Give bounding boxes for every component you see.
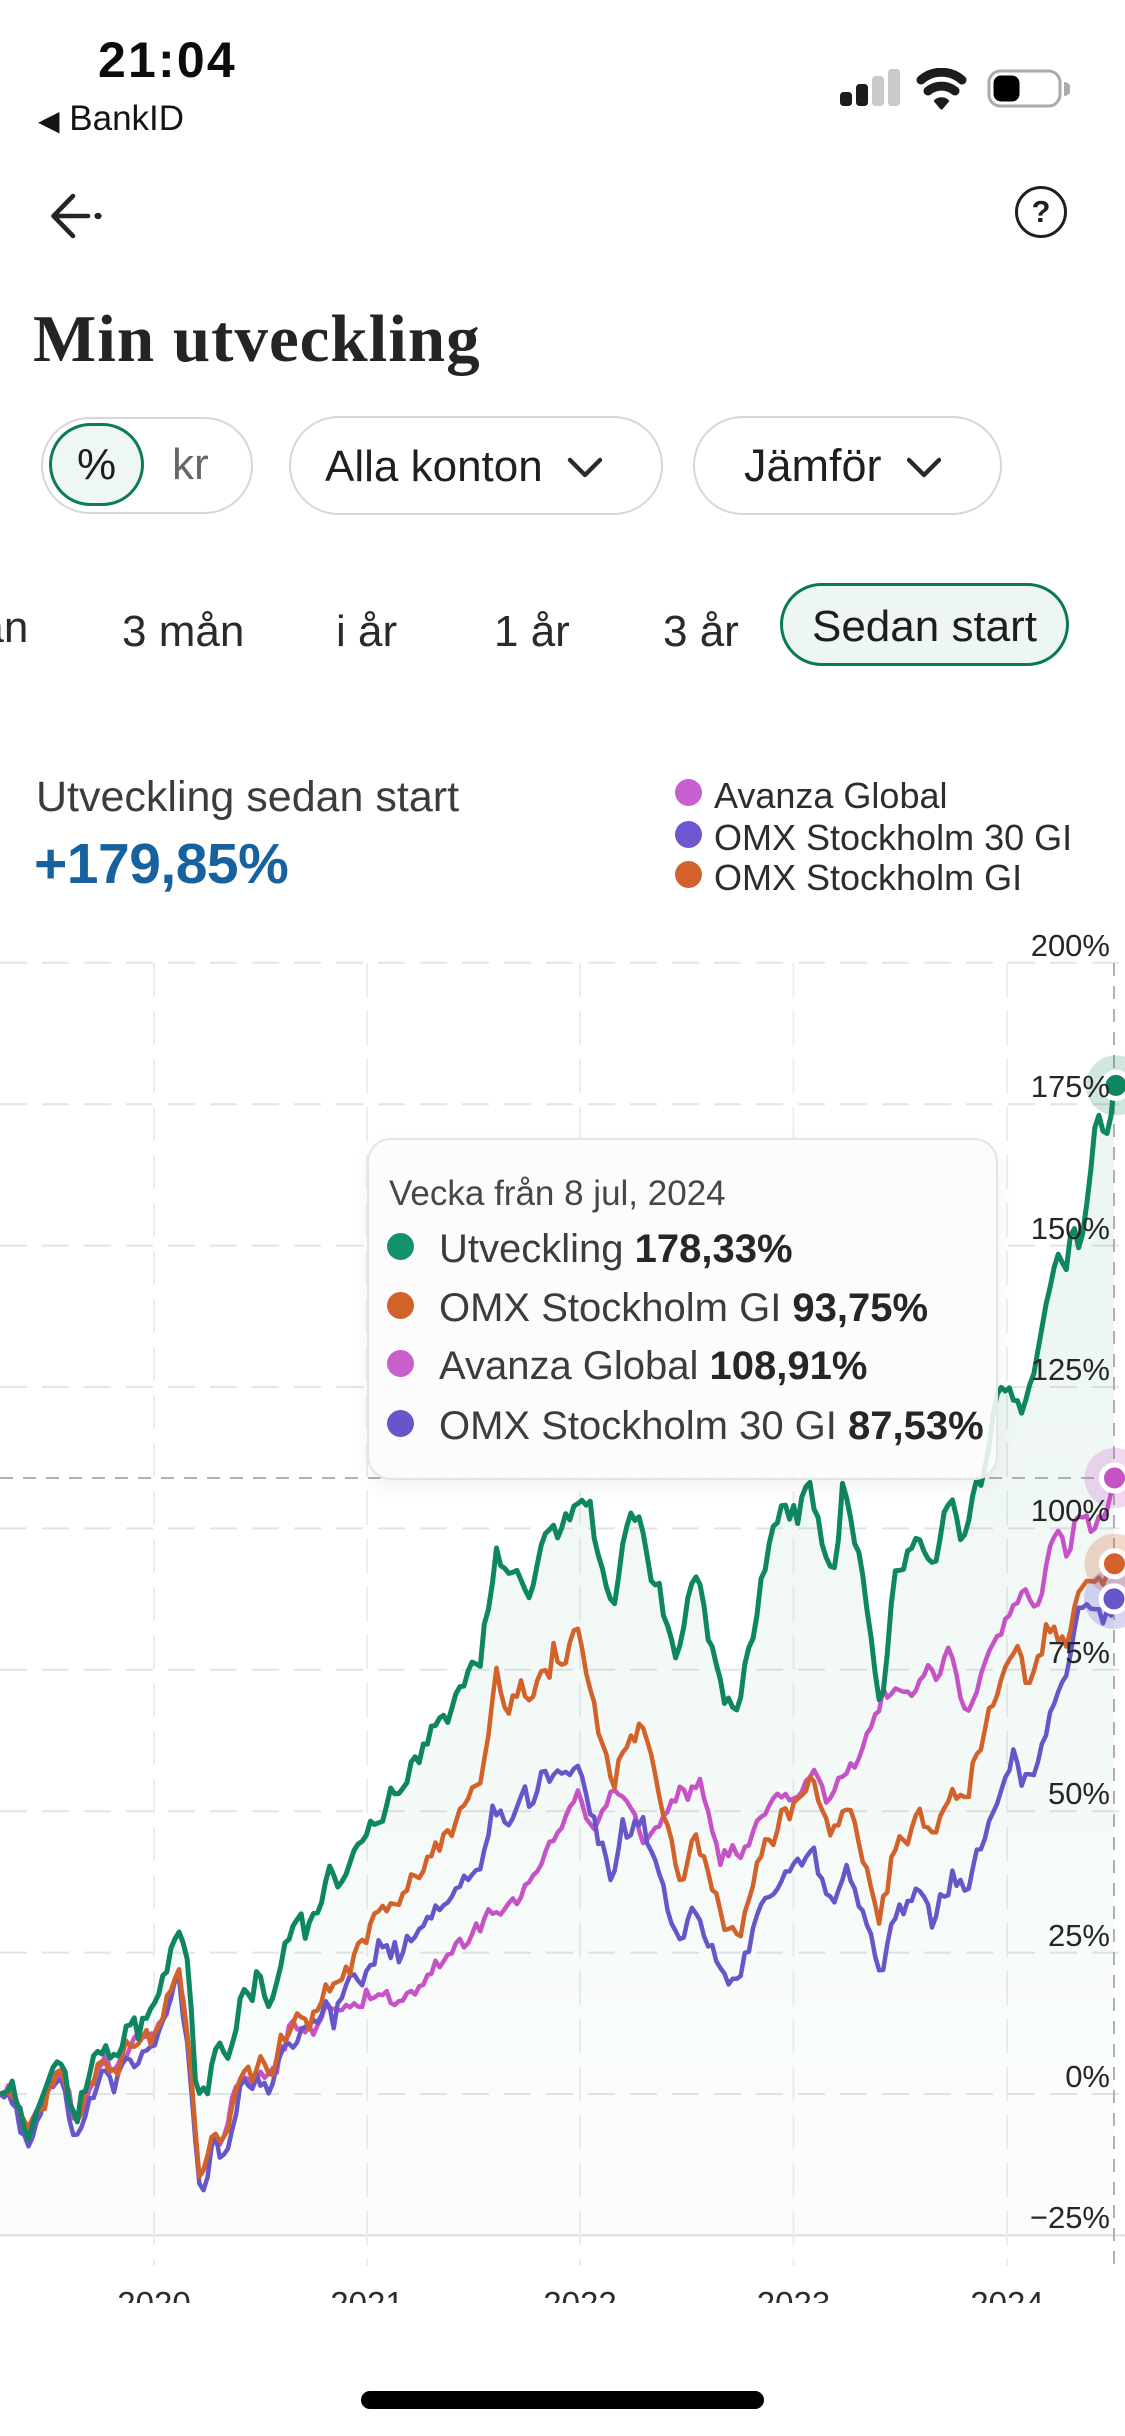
svg-text:125%: 125%	[1031, 1352, 1110, 1387]
svg-text:100%: 100%	[1031, 1493, 1110, 1528]
svg-text:−25%: −25%	[1030, 2200, 1110, 2235]
svg-text:0%: 0%	[1065, 2059, 1110, 2094]
svg-text:25%: 25%	[1048, 1918, 1110, 1953]
svg-text:75%: 75%	[1048, 1635, 1110, 1670]
svg-text:200%: 200%	[1031, 928, 1110, 963]
svg-text:175%: 175%	[1031, 1069, 1110, 1104]
svg-text:150%: 150%	[1031, 1211, 1110, 1246]
svg-text:50%: 50%	[1048, 1776, 1110, 1811]
